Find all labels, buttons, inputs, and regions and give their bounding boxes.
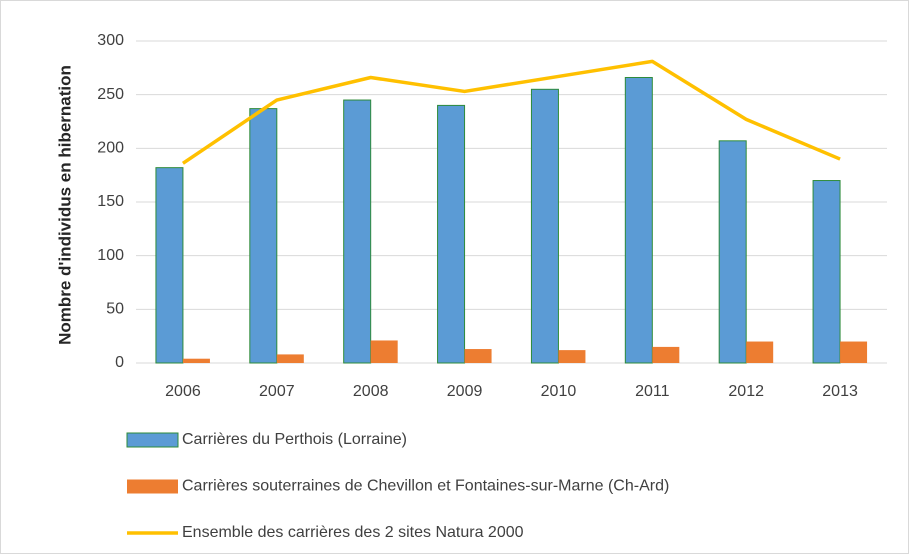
- bar: [343, 99, 372, 364]
- y-tick-label: 200: [97, 140, 124, 157]
- bar: [652, 346, 680, 363]
- y-tick-label: 300: [97, 32, 124, 49]
- y-tick-label: 0: [115, 354, 124, 371]
- bar: [276, 354, 304, 363]
- legend-swatch: [127, 479, 178, 494]
- bar: [530, 88, 559, 364]
- legend-label: Ensemble des carrières des 2 sites Natur…: [182, 524, 524, 541]
- y-tick-label: 100: [97, 247, 124, 264]
- bar: [718, 140, 747, 364]
- line: [181, 59, 841, 165]
- bar: [840, 341, 868, 363]
- bar: [437, 104, 466, 364]
- x-tick-label: 2013: [822, 383, 858, 400]
- x-tick-label: 2012: [728, 383, 764, 400]
- bar: [812, 180, 841, 364]
- bar: [464, 349, 492, 363]
- legend-swatch: [126, 432, 179, 448]
- legend-label: Carrières du Perthois (Lorraine): [182, 431, 407, 448]
- x-tick-label: 2011: [635, 383, 670, 400]
- bar: [249, 108, 278, 364]
- x-tick-label: 2009: [447, 383, 483, 400]
- bar: [624, 76, 653, 364]
- y-tick-label: 150: [97, 193, 124, 210]
- bar: [746, 341, 774, 363]
- y-tick-label: 50: [106, 301, 124, 318]
- x-tick-label: 2006: [165, 383, 201, 400]
- x-tick-label: 2007: [259, 383, 295, 400]
- y-tick-label: 250: [97, 86, 124, 103]
- x-tick-label: 2008: [353, 383, 389, 400]
- bar: [558, 350, 586, 363]
- y-axis-label: Nombre d'individus en hibernation: [55, 65, 74, 345]
- bar: [155, 167, 184, 364]
- legend-label: Carrières souterraines de Chevillon et F…: [182, 478, 669, 495]
- x-tick-label: 2010: [541, 383, 577, 400]
- bar: [182, 358, 210, 363]
- bar: [370, 340, 398, 363]
